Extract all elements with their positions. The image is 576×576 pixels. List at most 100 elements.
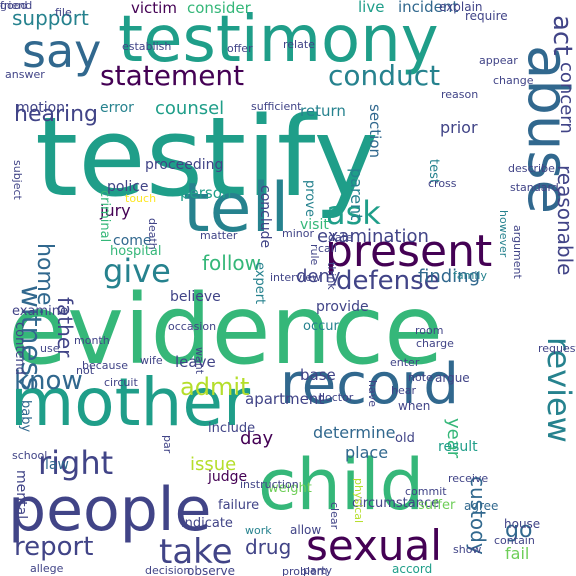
cloud-word: establish	[122, 40, 172, 53]
cloud-word: death	[146, 218, 159, 250]
cloud-word: circumstance	[352, 496, 440, 511]
cloud-word: give	[103, 252, 171, 290]
cloud-word: rule	[308, 244, 321, 266]
cloud-word: report	[14, 532, 94, 562]
cloud-word: come	[113, 233, 152, 249]
cloud-word: deny	[296, 266, 341, 287]
cloud-word: testify	[35, 93, 379, 221]
cloud-word: have	[366, 380, 379, 407]
cloud-word: charge	[416, 337, 454, 350]
cloud-word: argument	[511, 225, 524, 279]
cloud-word: month	[74, 334, 110, 347]
cloud-word: motion	[16, 100, 66, 116]
cloud-word: counsel	[155, 98, 225, 119]
cloud-word: fail	[505, 544, 530, 563]
cloud-word: base	[300, 366, 336, 384]
cloud-word: hear	[391, 384, 417, 397]
cloud-word: date	[328, 231, 353, 244]
cloud-word: victim	[131, 0, 177, 17]
cloud-word: live	[358, 0, 385, 16]
cloud-word: appear	[479, 54, 518, 67]
cloud-word: request	[538, 342, 576, 355]
cloud-word: proceeding	[145, 157, 224, 173]
cloud-word: use	[40, 342, 60, 355]
cloud-word: error	[100, 100, 134, 116]
cloud-word: contain	[494, 534, 535, 547]
cloud-word: wife	[140, 354, 163, 367]
cloud-word: think	[325, 262, 338, 290]
cloud-word: school	[12, 449, 48, 462]
cloud-word: consider	[187, 0, 251, 17]
cloud-word: ask	[326, 194, 381, 232]
cloud-word: par	[161, 435, 174, 454]
cloud-word: jury	[100, 201, 131, 220]
cloud-word: doctor	[318, 391, 354, 404]
cloud-word: prior	[440, 118, 478, 137]
cloud-word: suffer	[418, 498, 456, 513]
cloud-word: take	[159, 532, 233, 572]
cloud-word: accord	[392, 562, 433, 576]
cloud-word: child	[258, 444, 425, 526]
cloud-word: not	[76, 364, 95, 377]
cloud-word: reason	[441, 88, 479, 101]
cloud-word: subject	[11, 160, 24, 200]
cloud-word: mental	[13, 470, 29, 520]
cloud-word: police	[107, 179, 149, 195]
cloud-word: touch	[125, 192, 157, 205]
cloud-word: house	[504, 517, 541, 531]
cloud-word: enter	[390, 356, 420, 369]
cloud-word: occasion	[168, 320, 217, 333]
cloud-word: describe	[508, 162, 555, 175]
cloud-word: criminal	[97, 190, 112, 243]
cloud-word: because	[82, 359, 129, 372]
cloud-word: act	[547, 15, 576, 56]
cloud-word: call	[318, 242, 337, 255]
cloud-word: clear	[328, 502, 341, 530]
cloud-word: standard	[510, 181, 559, 194]
cloud-word: explain	[439, 0, 483, 14]
cloud-word: argue	[435, 371, 470, 385]
cloud-word: examination	[317, 226, 429, 247]
cloud-word: note	[408, 371, 433, 384]
cloud-word: however	[497, 210, 510, 258]
cloud-word: result	[438, 439, 478, 455]
cloud-word: when	[398, 399, 431, 413]
cloud-word: say	[22, 24, 102, 78]
cloud-word: answer	[5, 68, 45, 81]
cloud-word: failure	[218, 498, 260, 513]
cloud-word: instruction	[240, 478, 299, 491]
cloud-word: incident	[398, 0, 459, 16]
cloud-word: party	[303, 564, 333, 576]
cloud-word: concern	[556, 62, 576, 134]
cloud-word: support	[12, 6, 89, 30]
cloud-word: offer	[227, 42, 253, 55]
cloud-word: people	[8, 475, 212, 545]
cloud-word: work	[245, 524, 272, 537]
cloud-word: issue	[190, 454, 237, 475]
cloud-word: go	[505, 518, 533, 543]
cloud-word: file	[55, 6, 72, 19]
cloud-word: parent	[347, 168, 366, 221]
cloud-word: friend	[0, 0, 33, 12]
cloud-word: observe	[187, 564, 236, 576]
cloud-word: return	[300, 102, 346, 120]
cloud-word: old	[395, 431, 415, 446]
cloud-word: tell	[183, 169, 290, 248]
cloud-word: good	[0, 0, 28, 12]
cloud-word: minor	[282, 227, 314, 240]
cloud-word: apartment	[245, 390, 325, 408]
cloud-word: right	[38, 444, 114, 482]
cloud-word: determine	[313, 423, 396, 442]
cloud-word: require	[465, 9, 508, 23]
cloud-word: relate	[283, 38, 315, 51]
cloud-word: believe	[170, 289, 221, 305]
cloud-word: person	[180, 184, 232, 202]
cloud-word: mother	[10, 364, 251, 441]
cloud-word: agree	[464, 499, 499, 513]
cloud-word: hearing	[14, 102, 99, 127]
cloud-word: law	[45, 457, 69, 473]
cloud-word: sexual	[306, 521, 442, 570]
cloud-word: allow	[290, 523, 322, 537]
cloud-word: expert	[252, 262, 267, 305]
